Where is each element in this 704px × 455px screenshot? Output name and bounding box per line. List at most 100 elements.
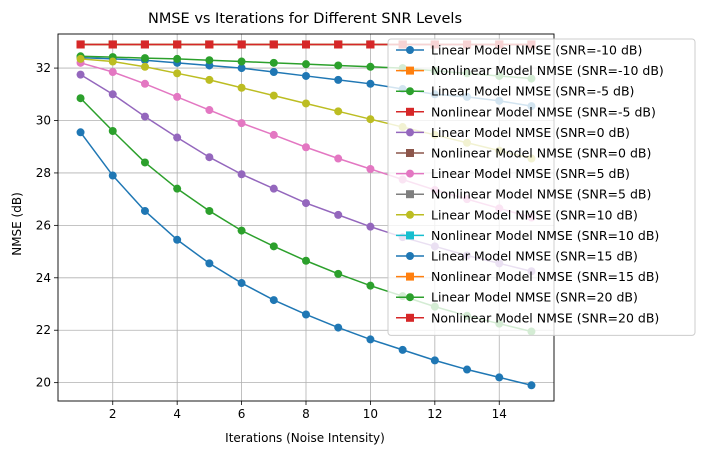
data-point [140,62,149,71]
data-point [366,79,375,88]
legend-label: Linear Model NMSE (SNR=0 dB) [431,125,630,140]
legend-label: Linear Model NMSE (SNR=-10 dB) [431,43,642,58]
x-tick-label: 12 [427,407,442,421]
data-point [173,92,182,101]
legend-box [387,38,696,336]
y-tick-label: 20 [36,376,51,390]
data-point [366,335,375,344]
data-point [269,130,278,139]
data-point [463,365,472,374]
legend-label: Nonlinear Model NMSE (SNR=-10 dB) [431,63,664,78]
data-point [302,199,310,208]
data-point [334,154,343,163]
legend: Linear Model NMSE (SNR=-10 dB) Nonlinear … [387,38,696,336]
data-point [205,56,214,65]
data-point [398,345,407,354]
data-point [237,170,246,179]
data-point [366,40,375,49]
data-point [334,210,343,219]
y-tick-label: 26 [36,218,51,232]
data-point [269,184,278,193]
legend-label: Nonlinear Model NMSE (SNR=15 dB) [431,269,659,284]
legend-label: Linear Model NMSE (SNR=-5 dB) [431,84,634,99]
legend-marker [406,190,414,199]
data-point [205,206,214,215]
legend-marker [406,252,414,260]
data-point [302,60,310,69]
legend-marker [406,107,414,116]
data-point [269,58,278,67]
legend-entry: Linear Model NMSE (SNR=0 dB) [396,125,630,140]
legend-entry: Nonlinear Model NMSE (SNR=10 dB) [396,228,659,243]
legend-label: Linear Model NMSE (SNR=15 dB) [431,249,638,264]
data-point [173,235,182,244]
data-point [495,373,504,382]
data-point [76,94,85,103]
data-point [269,40,278,49]
data-point [269,242,278,251]
y-tick-label: 32 [36,61,51,75]
legend-marker [406,66,414,75]
data-point [334,269,343,278]
data-point [302,99,310,108]
data-point [366,62,375,71]
legend-entry: Linear Model NMSE (SNR=20 dB) [396,290,638,305]
data-point [108,126,117,135]
y-tick-label: 28 [36,166,51,180]
legend-entry: Nonlinear Model NMSE (SNR=15 dB) [396,269,659,284]
data-point [108,57,117,66]
legend-entry: Linear Model NMSE (SNR=15 dB) [396,249,638,264]
data-point [430,356,439,365]
legend-entry: Linear Model NMSE (SNR=5 dB) [396,166,630,181]
x-tick-label: 2 [109,407,117,421]
legend-marker [406,149,414,157]
data-point [334,107,343,116]
data-point [366,115,375,124]
data-point [269,68,278,77]
legend-label: Nonlinear Model NMSE (SNR=-5 dB) [431,104,656,119]
data-point [108,40,117,49]
data-point [108,171,117,180]
legend-entry: Nonlinear Model NMSE (SNR=0 dB) [396,146,651,161]
legend-entry: Nonlinear Model NMSE (SNR=5 dB) [396,187,651,202]
data-point [140,112,149,121]
x-tick-label: 4 [173,407,181,421]
data-point [366,281,375,290]
data-point [108,68,117,77]
legend-entry: Linear Model NMSE (SNR=-5 dB) [396,84,634,99]
data-point [140,206,149,215]
legend-entry: Linear Model NMSE (SNR=10 dB) [396,207,638,222]
data-point [140,158,149,167]
y-tick-label: 30 [36,114,51,128]
y-tick-label: 22 [36,323,51,337]
legend-marker [406,46,414,54]
data-point [334,40,343,49]
data-point [302,71,310,80]
data-point [366,165,375,174]
data-point [108,90,117,99]
y-tick-label: 24 [36,271,51,285]
data-point [302,310,310,319]
data-point [366,222,375,231]
data-point [334,61,343,70]
data-point [173,133,182,142]
legend-entry: Nonlinear Model NMSE (SNR=-5 dB) [396,104,656,119]
data-point [527,381,536,390]
data-point [237,57,246,66]
legend-label: Nonlinear Model NMSE (SNR=10 dB) [431,228,659,243]
data-point [237,119,246,128]
x-tick-label: 6 [238,407,246,421]
data-point [237,226,246,235]
x-axis-label: Iterations (Noise Intensity) [225,431,385,445]
legend-label: Linear Model NMSE (SNR=20 dB) [431,290,638,305]
data-point [237,83,246,92]
legend-marker [406,313,414,322]
legend-label: Nonlinear Model NMSE (SNR=5 dB) [431,187,651,202]
legend-marker [406,169,414,178]
data-point [334,323,343,332]
legend-label: Nonlinear Model NMSE (SNR=20 dB) [431,310,659,325]
data-point [205,106,214,115]
data-point [237,40,246,49]
